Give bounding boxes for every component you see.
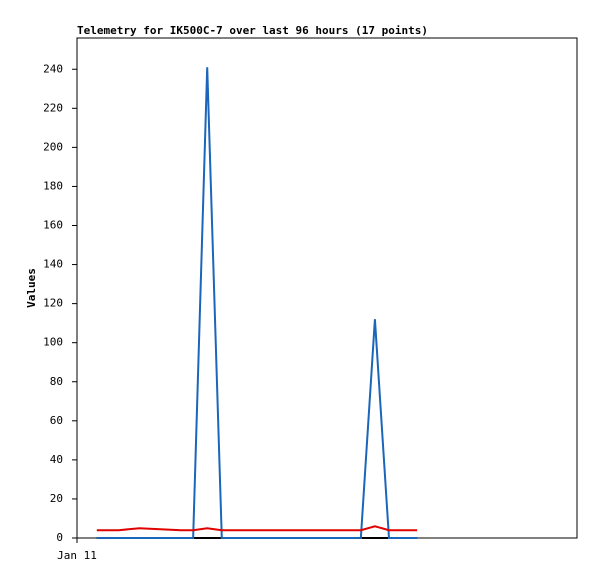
y-tick-label: 200 — [43, 140, 63, 153]
chart-title: Telemetry for IK500C-7 over last 96 hour… — [77, 24, 428, 37]
y-tick-label: 20 — [50, 492, 63, 505]
y-tick-label: 180 — [43, 179, 63, 192]
y-tick-label: 220 — [43, 101, 63, 114]
y-tick-label: 100 — [43, 336, 63, 349]
y-tick-label: 0 — [56, 531, 63, 544]
y-tick-label: 140 — [43, 258, 63, 271]
x-tick-label: Jan 11 — [57, 549, 97, 562]
y-tick-label: 60 — [50, 414, 63, 427]
y-tick-label: 120 — [43, 297, 63, 310]
series-line — [96, 525, 418, 532]
y-tick-label: 80 — [50, 375, 63, 388]
series-line — [96, 67, 418, 539]
y-tick-label: 40 — [50, 453, 63, 466]
y-axis-label: Values — [25, 268, 38, 308]
plot-frame — [76, 37, 578, 539]
y-tick-label: 160 — [43, 219, 63, 232]
y-tick-label: 240 — [43, 62, 63, 75]
